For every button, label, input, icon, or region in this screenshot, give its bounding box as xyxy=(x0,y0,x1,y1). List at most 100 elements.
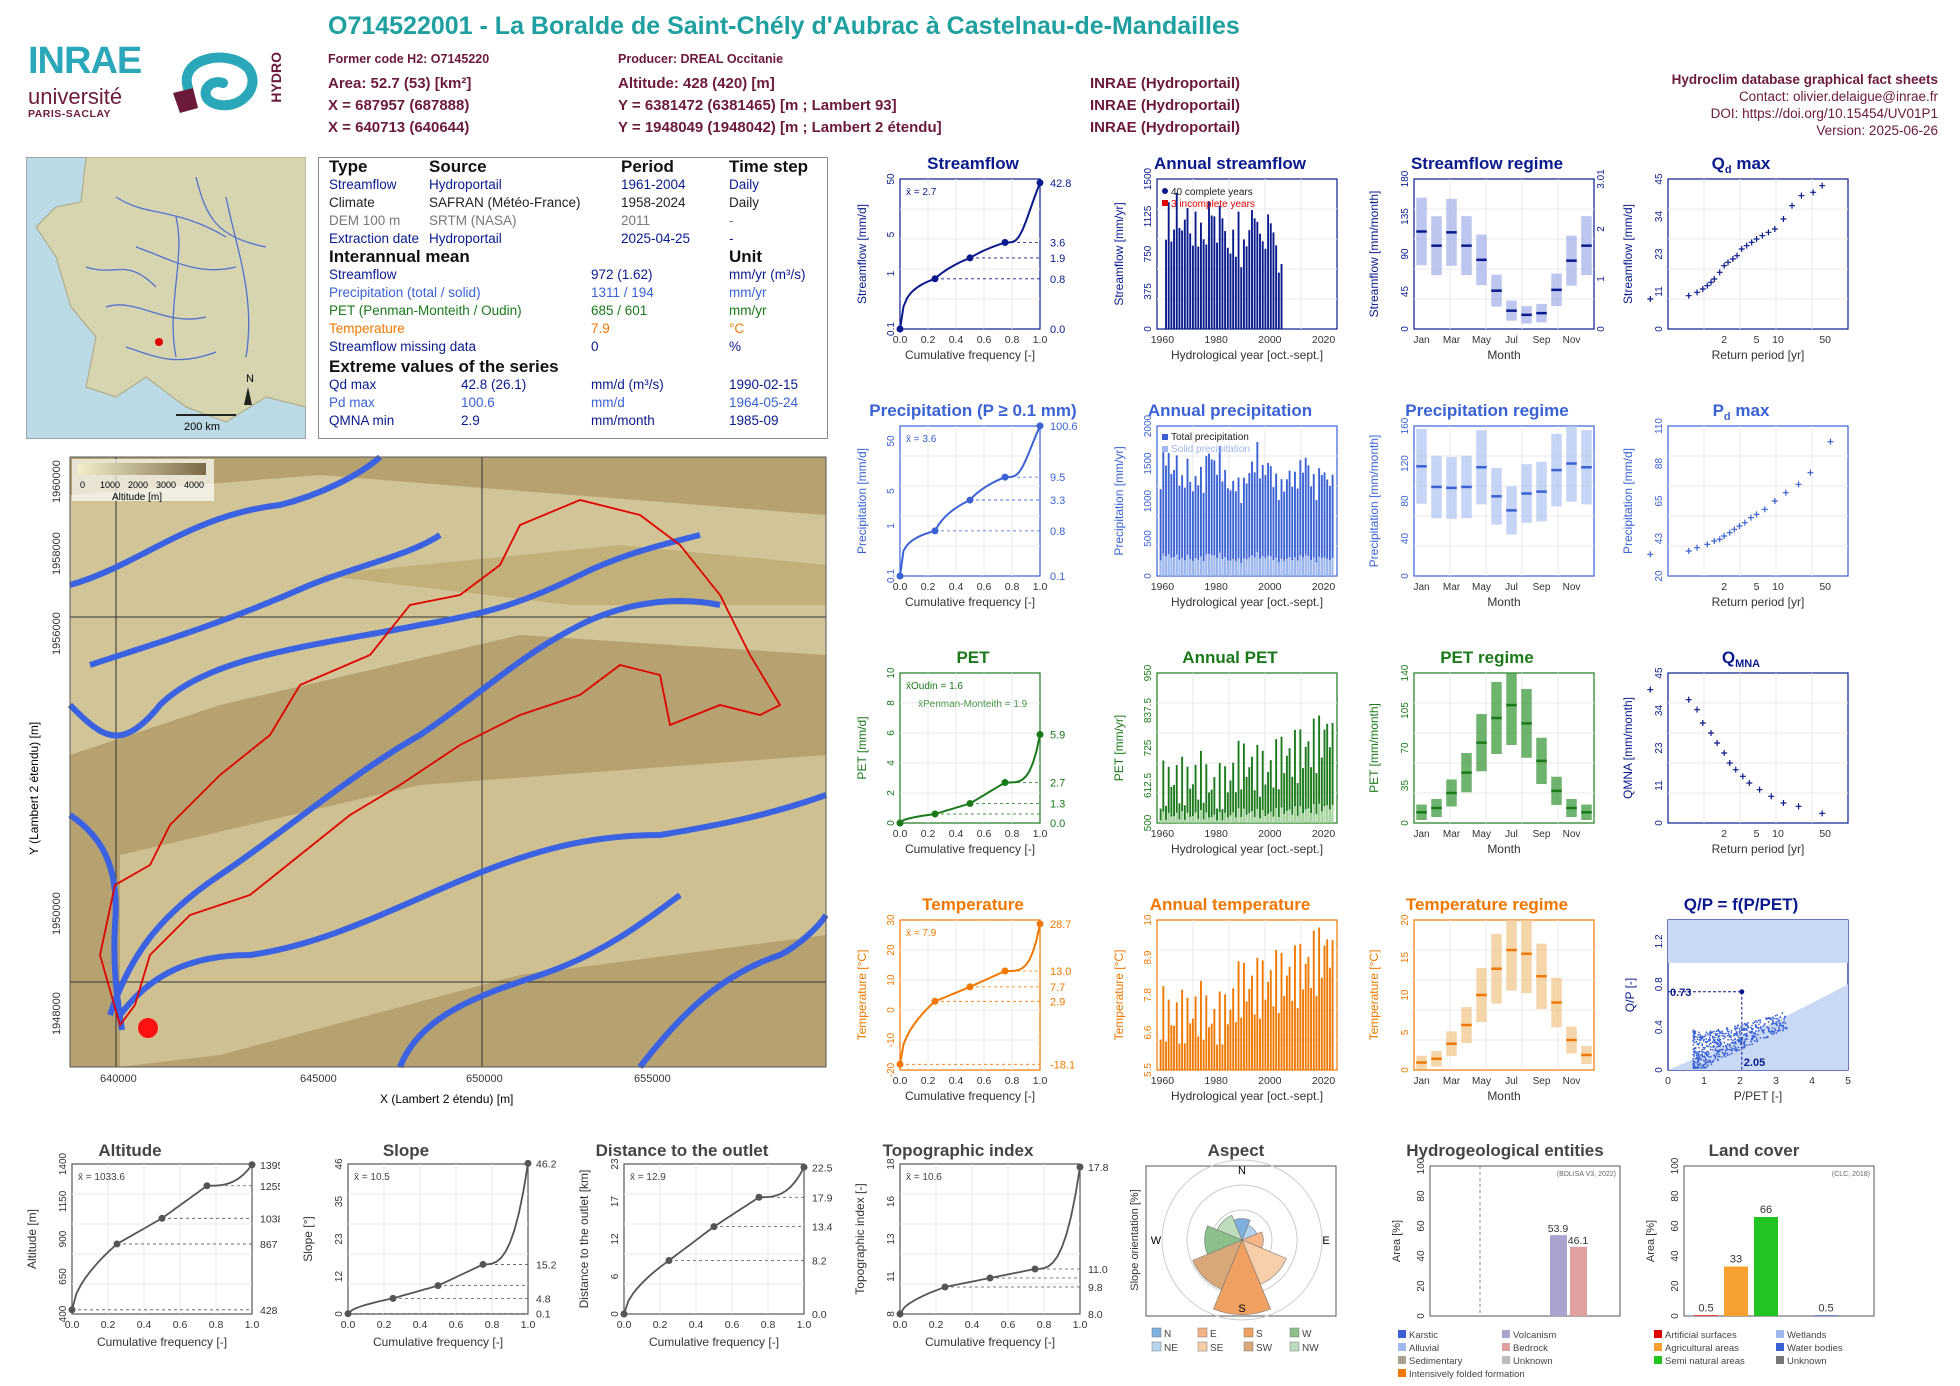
svg-text:750: 750 xyxy=(1143,245,1154,262)
svg-text:Sep: Sep xyxy=(1533,335,1551,346)
interannual-label: PET (Penman-Monteith / Oudin) xyxy=(329,302,522,320)
qp-point xyxy=(1707,1055,1709,1057)
panel-title: Slope xyxy=(383,1141,429,1160)
altitude-colorbar xyxy=(78,463,206,475)
annual-bar-secondary xyxy=(1275,808,1277,823)
annual-bar xyxy=(1232,230,1234,329)
qp-point xyxy=(1693,1061,1695,1063)
annual-bar xyxy=(1224,231,1226,329)
qp-point xyxy=(1777,1018,1779,1020)
qp-point xyxy=(1743,1041,1745,1043)
annual-bar-secondary xyxy=(1254,817,1256,823)
svg-text:645000: 645000 xyxy=(300,1073,337,1085)
qp-point xyxy=(1766,1018,1768,1020)
info-row-source: SRTM (NASA) xyxy=(429,212,517,230)
svg-text:0.1: 0.1 xyxy=(886,322,897,336)
annual-bar-secondary xyxy=(1189,559,1191,576)
annual-bar-secondary xyxy=(1246,815,1248,823)
qp-point xyxy=(1779,1016,1781,1018)
panel-aspect: AspectNSEWSlope orientation [%]N E S WNE SE S… xyxy=(1126,1140,1376,1380)
annual-bar-secondary xyxy=(1278,562,1280,576)
svg-text:1980: 1980 xyxy=(1204,581,1228,593)
qp-point xyxy=(1777,1030,1779,1032)
extreme-label: Qd max xyxy=(329,376,376,394)
qp-point xyxy=(1739,1028,1741,1030)
contact: Contact: olivier.delaigue@inrae.fr xyxy=(1739,88,1938,105)
svg-text:1: 1 xyxy=(886,270,897,276)
qp-point xyxy=(1751,1043,1753,1045)
svg-text:0.8: 0.8 xyxy=(1037,1319,1052,1331)
annual-bar xyxy=(1318,928,1320,1070)
extreme-label: QMNA min xyxy=(329,412,394,430)
qp-point xyxy=(1759,1037,1761,1039)
svg-text:0.4: 0.4 xyxy=(949,828,964,840)
right-tick-label: 1395 xyxy=(260,1160,280,1172)
annual-bar xyxy=(1227,248,1229,329)
producer: Producer: DREAL Occitanie xyxy=(618,52,783,66)
qp-point xyxy=(1776,1024,1778,1026)
panel-distance-to-the-outlet: Distance to the outlet22.517.913.48.20.0… xyxy=(572,1140,832,1370)
panel-annual-temperature: Annual temperature1960 1980 2000 2020Hydrol… xyxy=(1105,894,1355,1119)
annual-bar xyxy=(1251,976,1253,1070)
y-axis-label: Precipitation [mm/d] xyxy=(1621,448,1635,554)
qp-point xyxy=(1723,1042,1725,1044)
qp-point xyxy=(1778,1028,1780,1030)
annual-bar-secondary xyxy=(1332,558,1334,576)
svg-text:70: 70 xyxy=(1400,742,1411,754)
annual-bar xyxy=(1289,967,1291,1070)
annual-bar-secondary xyxy=(1203,561,1205,576)
qp-point xyxy=(1734,1025,1736,1027)
annual-bar-secondary xyxy=(1238,808,1240,823)
annual-bar xyxy=(1264,249,1266,329)
svg-text:1950000: 1950000 xyxy=(51,892,63,935)
svg-text:1.0: 1.0 xyxy=(245,1319,260,1331)
qp-point xyxy=(1699,1039,1701,1041)
svg-text:1.0: 1.0 xyxy=(1033,1075,1048,1087)
qp-point xyxy=(1733,1045,1735,1047)
qp-point xyxy=(1705,1038,1707,1040)
svg-text:1125: 1125 xyxy=(1143,205,1154,227)
qp-point xyxy=(1715,1054,1717,1056)
svg-text:Jul: Jul xyxy=(1505,582,1518,593)
svg-text:0.4: 0.4 xyxy=(965,1319,980,1331)
annual-bar-secondary xyxy=(1289,810,1291,823)
qp-point xyxy=(1693,1050,1695,1052)
annual-bar-secondary xyxy=(1224,557,1226,576)
qp-point xyxy=(1772,1022,1774,1024)
annual-bar xyxy=(1192,1019,1194,1070)
qp-point xyxy=(1710,1032,1712,1034)
annual-bar xyxy=(1221,218,1223,329)
y-axis-label: Slope orientation [%] xyxy=(1129,1189,1141,1291)
annual-bar xyxy=(1227,1024,1229,1070)
hydro-logo-text: HYDRO xyxy=(268,52,284,103)
qp-point xyxy=(1739,1030,1741,1032)
annual-bar xyxy=(1256,222,1258,329)
mean-label: x̄ = 10.6 xyxy=(906,1172,942,1183)
panel-title: Annual streamflow xyxy=(1154,154,1307,173)
annual-bar xyxy=(1235,1022,1237,1070)
right-tick-label: 9.5 xyxy=(1050,472,1065,484)
annual-bar-secondary xyxy=(1273,560,1275,576)
inrae-logo: INRAE xyxy=(28,40,141,83)
qp-point xyxy=(1727,1035,1729,1037)
svg-text:0: 0 xyxy=(1400,1067,1411,1073)
annual-bar xyxy=(1278,1013,1280,1070)
annual-bar-secondary xyxy=(1302,557,1304,576)
qp-point xyxy=(1724,1036,1726,1038)
panel-pet-regime: PET regimeJan Mar May Jul Sep NovMonthPET [mm… xyxy=(1362,647,1612,872)
qp-point xyxy=(1728,1034,1730,1036)
svg-text:650000: 650000 xyxy=(466,1073,503,1085)
qp-point xyxy=(1698,1055,1700,1057)
legend-complete: 40 complete years xyxy=(1171,187,1253,198)
panel-return-d: Pd max2 5 10 50Return period [yr]Precipitat… xyxy=(1616,400,1866,625)
qp-point xyxy=(1715,1034,1717,1036)
annual-bar-secondary xyxy=(1189,817,1191,823)
annual-bar-secondary xyxy=(1316,814,1318,823)
svg-text:3000: 3000 xyxy=(156,480,176,490)
annual-bar-secondary xyxy=(1286,559,1288,576)
x-axis-label: Return period [yr] xyxy=(1712,595,1805,609)
interannual-label: Streamflow missing data xyxy=(329,338,476,356)
database-name: Hydroclim database graphical fact sheets xyxy=(1672,71,1938,88)
right-tick-label: 867 xyxy=(260,1239,278,1251)
right-tick-label: 4.8 xyxy=(536,1293,551,1305)
